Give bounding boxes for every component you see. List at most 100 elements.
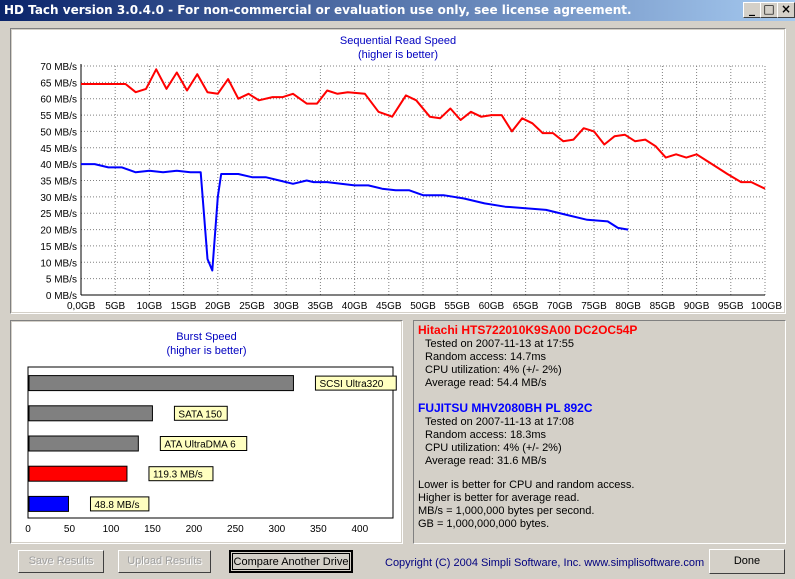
x-tick-label: 70GB <box>547 301 573 312</box>
note-line: GB = 1,000,000,000 bytes. <box>418 518 550 530</box>
burst-bar <box>28 435 139 452</box>
note-line: Higher is better for average read. <box>418 492 580 504</box>
y-tick-label: 25 MB/s <box>40 209 77 220</box>
minimize-button[interactable]: _ <box>743 2 761 18</box>
y-tick-label: 0 MB/s <box>46 291 77 302</box>
y-tick-label: 35 MB/s <box>40 177 77 188</box>
notes: Lower is better for CPU and random acces… <box>418 479 634 531</box>
burst-chart-subtitle: (higher is better) <box>166 345 247 357</box>
x-tick-label: 45GB <box>376 301 402 312</box>
burst-x-tick-label: 100 <box>103 524 120 535</box>
drive2-name: FUJITSU MHV2080BH PL 892C <box>418 401 593 415</box>
maximize-icon: □ <box>763 2 775 16</box>
y-tick-label: 70 MB/s <box>40 62 77 73</box>
x-tick-label: 55GB <box>444 301 470 312</box>
x-tick-label: 40GB <box>342 301 368 312</box>
y-tick-label: 5 MB/s <box>46 275 77 286</box>
sequential-read-panel: Sequential Read Speed (higher is better)… <box>10 28 786 314</box>
x-tick-label: 0,0GB <box>67 301 96 312</box>
burst-x-tick-label: 400 <box>351 524 368 535</box>
x-tick-label: 90GB <box>684 301 710 312</box>
x-tick-label: 5GB <box>105 301 125 312</box>
x-tick-label: 50GB <box>410 301 436 312</box>
x-tick-label: 95GB <box>718 301 744 312</box>
x-tick-label: 35GB <box>308 301 334 312</box>
drive1-average-read: Average read: 54.4 MB/s <box>425 377 547 389</box>
save-results-button[interactable]: Save Results <box>18 550 104 573</box>
series-line-1 <box>81 68 766 190</box>
sequential-read-chart: Sequential Read Speed (higher is better)… <box>12 30 784 312</box>
results-panel: Hitachi HTS722010K9SA00 DC2OC54P Tested … <box>413 320 786 544</box>
y-tick-label: 45 MB/s <box>40 144 77 155</box>
burst-x-tick-label: 350 <box>310 524 327 535</box>
seq-chart-title: Sequential Read Speed <box>339 35 457 47</box>
drive2-random-access: Random access: 18.3ms <box>425 429 547 441</box>
copyright-text: Copyright (C) 2004 Simpli Software, Inc.… <box>385 557 705 569</box>
x-tick-label: 65GB <box>513 301 539 312</box>
x-tick-label: 25GB <box>239 301 265 312</box>
y-tick-label: 10 MB/s <box>40 258 77 269</box>
burst-bar-label-box <box>159 436 248 451</box>
x-tick-label: 10GB <box>137 301 163 312</box>
seq-chart-subtitle: (higher is better) <box>357 49 439 61</box>
drive1-info: Hitachi HTS722010K9SA00 DC2OC54P Tested … <box>418 323 637 390</box>
burst-bar <box>28 495 69 512</box>
close-icon: × <box>780 2 792 16</box>
note-line: Lower is better for CPU and random acces… <box>418 479 635 491</box>
y-tick-label: 30 MB/s <box>40 193 77 204</box>
close-button[interactable]: × <box>777 2 795 18</box>
drive1-cpu: CPU utilization: 4% (+/- 2%) <box>425 364 562 376</box>
burst-x-tick-label: 150 <box>144 524 161 535</box>
burst-x-tick-label: 200 <box>186 524 203 535</box>
burst-bar <box>28 405 153 422</box>
x-tick-label: 100GB <box>751 301 782 312</box>
burst-speed-plot: SCSI Ultra320 SATA 150 ATA UltraDMA 6 119.3… <box>25 366 397 535</box>
y-tick-label: 20 MB/s <box>40 226 77 237</box>
drive2-tested: Tested on 2007-11-13 at 17:08 <box>425 416 575 428</box>
upload-results-button[interactable]: Upload Results <box>118 550 211 573</box>
burst-bar-label-box <box>314 375 397 391</box>
note-line: MB/s = 1,000,000 bytes per second. <box>418 505 595 517</box>
burst-bar-label-box <box>173 405 228 421</box>
drive1-tested: Tested on 2007-11-13 at 17:55 <box>425 338 575 350</box>
burst-bar-label: SATA 150 <box>178 409 222 420</box>
series-line-2 <box>81 163 629 272</box>
burst-bar-label: 48.8 MB/s <box>94 500 139 511</box>
maximize-button[interactable]: □ <box>760 2 778 18</box>
minimize-icon: _ <box>749 2 755 16</box>
burst-speed-chart: Burst Speed (higher is better) SCSI Ultr… <box>12 322 401 542</box>
burst-x-tick-label: 250 <box>227 524 244 535</box>
y-tick-label: 50 MB/s <box>40 127 77 138</box>
burst-bar <box>28 465 128 482</box>
drive1-name: Hitachi HTS722010K9SA00 DC2OC54P <box>418 323 638 337</box>
burst-x-tick-label: 0 <box>25 524 31 535</box>
x-tick-label: 20GB <box>205 301 231 312</box>
y-tick-label: 60 MB/s <box>40 95 77 106</box>
burst-bar-label-box <box>89 496 150 512</box>
y-tick-label: 55 MB/s <box>40 111 77 122</box>
y-tick-label: 15 MB/s <box>40 242 77 253</box>
burst-chart-title: Burst Speed <box>176 331 237 343</box>
burst-bar <box>28 375 294 392</box>
drive1-random-access: Random access: 14.7ms <box>425 351 547 363</box>
burst-speed-panel: Burst Speed (higher is better) SCSI Ultr… <box>10 320 403 544</box>
drive2-info: FUJITSU MHV2080BH PL 892C Tested on 2007… <box>418 401 593 468</box>
x-tick-label: 30GB <box>273 301 299 312</box>
drive2-cpu: CPU utilization: 4% (+/- 2%) <box>425 442 562 454</box>
window-title: HD Tach version 3.0.4.0 - For non-commer… <box>4 3 632 17</box>
burst-bar-label: ATA UltraDMA 6 <box>164 440 236 451</box>
drive2-average-read: Average read: 31.6 MB/s <box>425 455 547 467</box>
x-tick-label: 15GB <box>171 301 197 312</box>
burst-bar-label: 119.3 MB/s <box>153 470 203 481</box>
x-tick-label: 75GB <box>581 301 607 312</box>
burst-bar-label-box <box>148 466 214 482</box>
burst-bar-label: SCSI Ultra320 <box>319 379 383 390</box>
x-tick-label: 85GB <box>650 301 676 312</box>
title-bar[interactable]: HD Tach version 3.0.4.0 - For non-commer… <box>0 0 795 21</box>
compare-another-drive-button[interactable]: Compare Another Drive <box>229 550 353 573</box>
y-tick-label: 40 MB/s <box>40 160 77 171</box>
sequential-read-plot: 0 MB/s 5 MB/s 10 MB/s 15 MB/s 20 MB/s 25 MB/s… <box>40 62 782 312</box>
x-tick-label: 60GB <box>479 301 505 312</box>
y-tick-label: 65 MB/s <box>40 78 77 89</box>
done-button[interactable]: Done <box>709 549 785 574</box>
